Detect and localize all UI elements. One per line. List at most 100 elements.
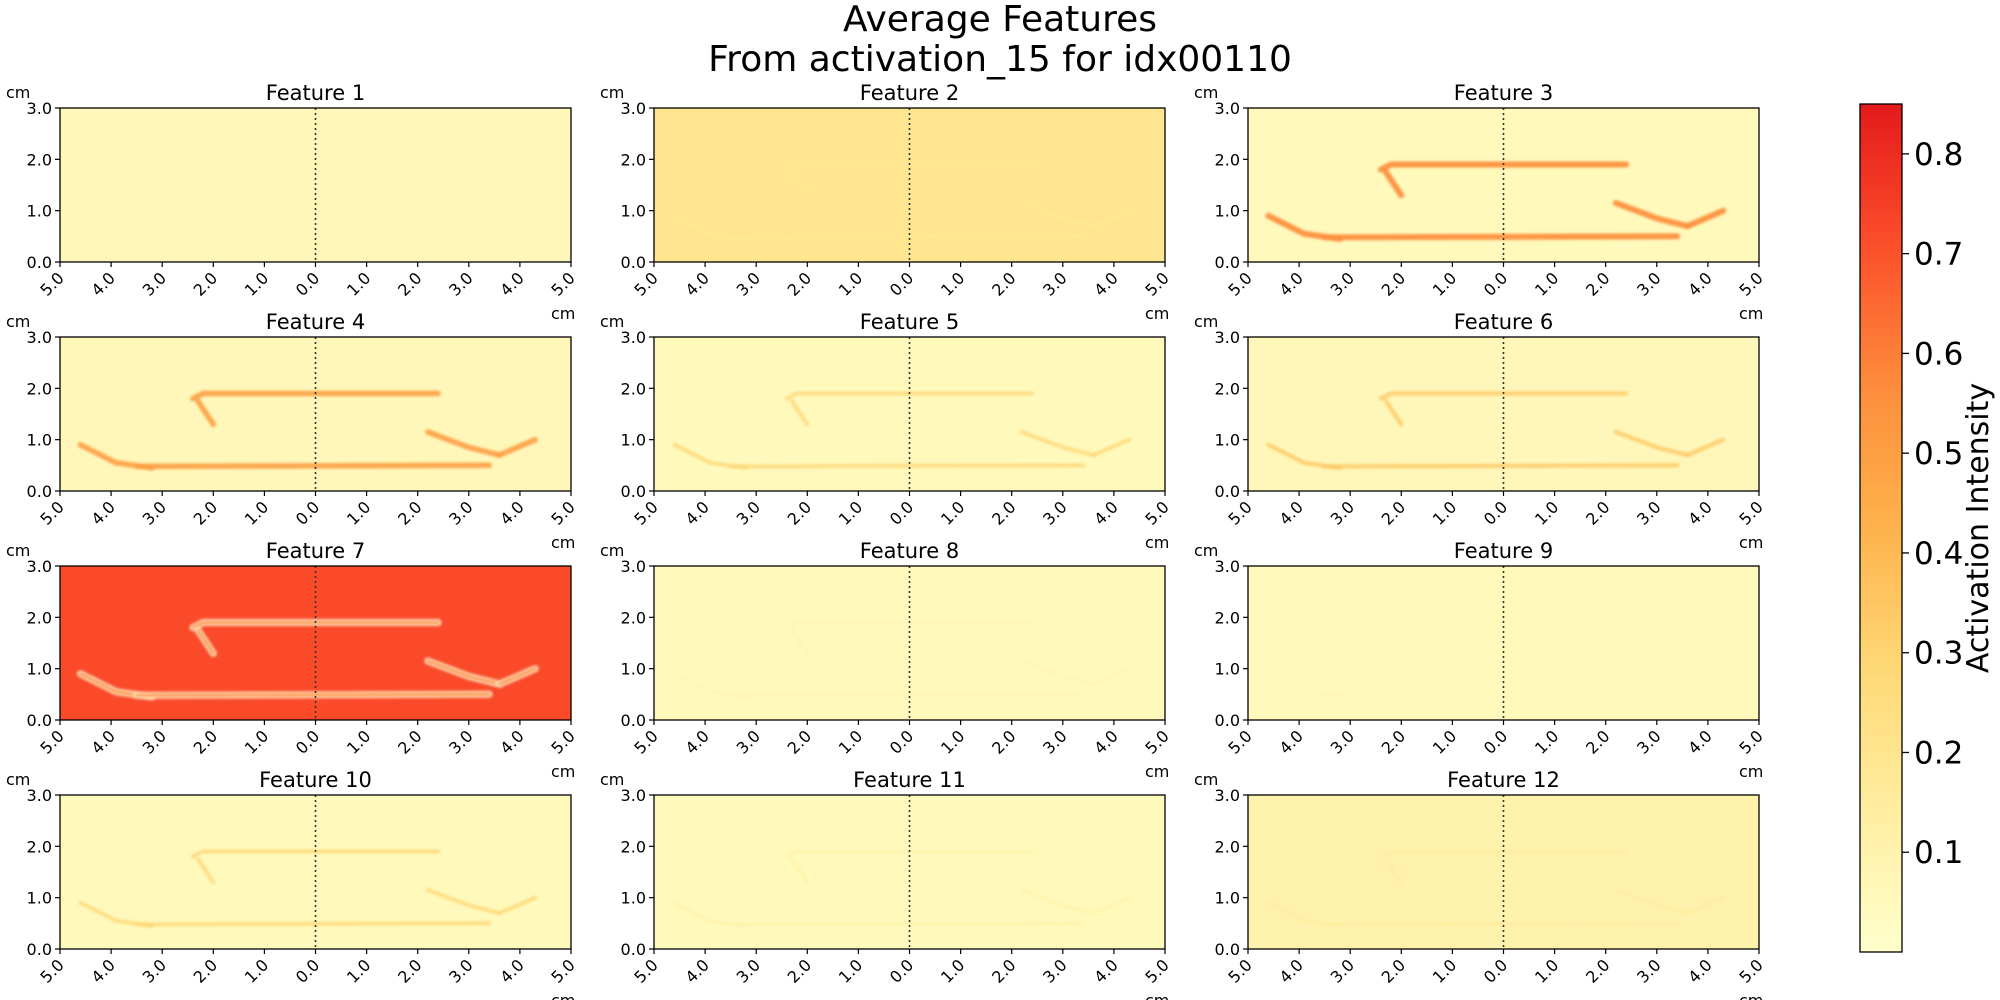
colorbar-tick-label: 0.2 [1914, 735, 1963, 771]
y-tick-label: 3.0 [1215, 99, 1240, 118]
x-tick-label: 2.0 [784, 268, 815, 299]
x-tick-label: 2.0 [394, 268, 425, 299]
x-tick-label: 3.0 [1039, 497, 1070, 528]
y-tick-label: 2.0 [621, 837, 646, 856]
x-tick-label: 2.0 [1378, 268, 1409, 299]
y-tick-label: 2.0 [27, 837, 52, 856]
x-tick-label: 0.0 [1480, 955, 1511, 986]
y-tick-label: 2.0 [621, 608, 646, 627]
x-unit-label: cm [551, 991, 575, 1000]
x-tick-label: 2.0 [988, 268, 1019, 299]
x-tick-label: 5.0 [1735, 726, 1766, 757]
x-tick-label: 4.0 [681, 726, 712, 757]
structure-traces [1267, 621, 1725, 699]
x-tick-label: 4.0 [681, 955, 712, 986]
y-tick-label: 3.0 [1215, 328, 1240, 347]
x-tick-label: 2.0 [190, 497, 221, 528]
x-tick-label: 2.0 [394, 497, 425, 528]
y-tick-label: 1.0 [621, 431, 646, 450]
x-tick-label: 1.0 [937, 955, 968, 986]
x-tick-label: 4.0 [87, 955, 118, 986]
x-tick-label: 2.0 [1582, 268, 1613, 299]
x-tick-label: 5.0 [547, 955, 578, 986]
y-tick-label: 1.0 [27, 202, 52, 221]
x-tick-label: 4.0 [1090, 955, 1121, 986]
colorbar-tick-label: 0.7 [1914, 237, 1963, 273]
x-tick-label: 1.0 [1429, 268, 1460, 299]
y-tick-label: 2.0 [27, 150, 52, 169]
y-tick-label: 2.0 [1215, 150, 1240, 169]
x-tick-label: 2.0 [394, 955, 425, 986]
x-tick-label: 5.0 [547, 268, 578, 299]
heatmap-panel: Feature 11 0.0 1.0 2.0 3.0 5.0 4.0 3.0 2.0 1.0 0.0… [600, 768, 1173, 1000]
heatmap-panel: Feature 10 0.0 1.0 2.0 3.0 5.0 4.0 3.0 2.0 1.0 0.0… [6, 768, 579, 1000]
x-tick-label: 3.0 [445, 955, 476, 986]
structure-traces [1266, 391, 1726, 471]
x-tick-label: 3.0 [1327, 497, 1358, 528]
x-tick-label: 2.0 [190, 268, 221, 299]
x-tick-label: 3.0 [1327, 955, 1358, 986]
heatmap-panel: Feature 3 0.0 1.0 2.0 3.0 5.0 4.0 3.0 2.0 1.0 0.0 1… [1194, 81, 1767, 323]
x-tick-label: 2.0 [988, 726, 1019, 757]
colorbar-tick-label: 0.8 [1914, 137, 1963, 173]
x-tick-label: 2.0 [988, 955, 1019, 986]
colorbar: 0.1 0.2 0.3 0.4 0.5 0.6 0.7 0.8 Activation Inten… [1859, 103, 1996, 953]
heatmap-panel: Feature 5 0.0 1.0 2.0 3.0 5.0 4.0 3.0 2.0 1.0 0.0 1… [600, 310, 1173, 552]
heatmap-panel: Feature 7 0.0 1.0 2.0 3.0 5.0 4.0 3.0 2.0 1.0 0.0 1… [6, 539, 579, 781]
heatmap-panel: Feature 1 0.0 1.0 2.0 3.0 5.0 4.0 3.0 2.0 1.0 0.0 1… [6, 81, 579, 323]
x-tick-label: 0.0 [1480, 497, 1511, 528]
panel-title: Feature 9 [1454, 539, 1553, 563]
x-tick-label: 5.0 [36, 726, 67, 757]
y-tick-label: 1.0 [1215, 431, 1240, 450]
x-tick-label: 0.0 [886, 726, 917, 757]
y-tick-label: 2.0 [621, 379, 646, 398]
x-tick-label: 4.0 [681, 268, 712, 299]
x-tick-label: 4.0 [87, 497, 118, 528]
x-tick-label: 5.0 [36, 955, 67, 986]
y-tick-label: 2.0 [27, 379, 52, 398]
x-tick-label: 1.0 [835, 726, 866, 757]
x-unit-label: cm [551, 304, 575, 323]
panel-title: Feature 4 [266, 310, 365, 334]
x-tick-label: 5.0 [1735, 955, 1766, 986]
y-unit-label: cm [600, 312, 624, 331]
x-tick-label: 4.0 [496, 955, 527, 986]
x-tick-label: 4.0 [1275, 726, 1306, 757]
heatmap-panel: Feature 4 0.0 1.0 2.0 3.0 5.0 4.0 3.0 2.0 1.0 0.0 1… [6, 310, 579, 552]
x-unit-label: cm [1739, 304, 1763, 323]
x-tick-label: 1.0 [1531, 497, 1562, 528]
x-tick-label: 4.0 [496, 268, 527, 299]
x-tick-label: 5.0 [630, 497, 661, 528]
x-tick-label: 2.0 [784, 497, 815, 528]
y-tick-label: 0.0 [621, 711, 646, 730]
x-tick-label: 2.0 [190, 955, 221, 986]
structure-traces [673, 621, 1131, 699]
x-tick-label: 4.0 [1275, 497, 1306, 528]
y-tick-label: 0.0 [1215, 482, 1240, 501]
x-tick-label: 4.0 [1090, 268, 1121, 299]
x-tick-label: 2.0 [784, 955, 815, 986]
heatmap-panel: Feature 8 0.0 1.0 2.0 3.0 5.0 4.0 3.0 2.0 1.0 0.0 1… [600, 539, 1173, 781]
x-tick-label: 5.0 [1735, 268, 1766, 299]
y-unit-label: cm [1194, 541, 1218, 560]
x-tick-label: 4.0 [1684, 955, 1715, 986]
panel-title: Feature 5 [860, 310, 959, 334]
heatmap-panel: Feature 2 0.0 1.0 2.0 3.0 5.0 4.0 3.0 2.0 1.0 0.0 1… [600, 81, 1173, 323]
x-tick-label: 1.0 [241, 497, 272, 528]
y-tick-label: 2.0 [1215, 379, 1240, 398]
y-tick-label: 0.0 [621, 253, 646, 272]
x-tick-label: 4.0 [1090, 726, 1121, 757]
x-tick-label: 3.0 [139, 268, 170, 299]
figure-title-line-2: From activation_15 for idx00110 [708, 39, 1292, 80]
x-tick-label: 3.0 [1633, 497, 1664, 528]
x-tick-label: 1.0 [241, 726, 272, 757]
x-tick-label: 5.0 [547, 497, 578, 528]
y-tick-label: 0.0 [27, 940, 52, 959]
y-tick-label: 0.0 [1215, 711, 1240, 730]
structure-traces [78, 849, 538, 928]
x-tick-label: 2.0 [1378, 497, 1409, 528]
x-tick-label: 3.0 [445, 497, 476, 528]
x-tick-label: 1.0 [1531, 955, 1562, 986]
x-tick-label: 0.0 [292, 955, 323, 986]
y-tick-label: 2.0 [1215, 608, 1240, 627]
